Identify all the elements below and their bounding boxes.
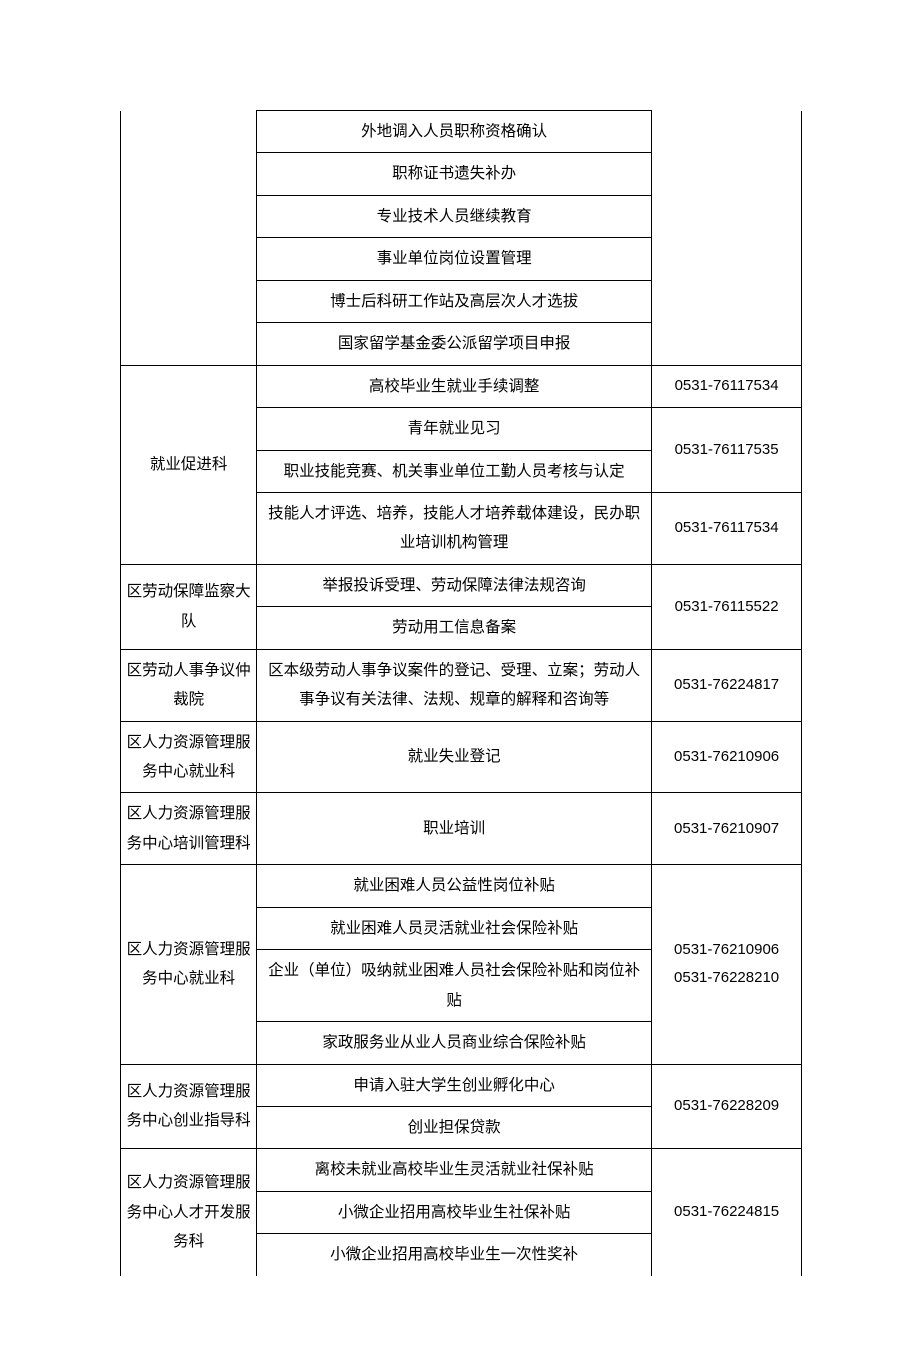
- service-cell: 国家留学基金委公派留学项目申报: [257, 323, 652, 365]
- service-cell: 小微企业招用高校毕业生社保补贴: [257, 1191, 652, 1233]
- phone-cell: 0531-76224817: [652, 649, 802, 721]
- service-cell: 职业技能竞赛、机关事业单位工勤人员考核与认定: [257, 450, 652, 492]
- service-cell: 就业困难人员灵活就业社会保险补贴: [257, 907, 652, 949]
- dept-cell: 区人力资源管理服务中心就业科: [121, 865, 257, 1064]
- service-cell: 技能人才评选、培养，技能人才培养载体建设，民办职业培训机构管理: [257, 492, 652, 564]
- service-cell: 事业单位岗位设置管理: [257, 238, 652, 280]
- service-cell: 区本级劳动人事争议案件的登记、受理、立案；劳动人事争议有关法律、法规、规章的解释…: [257, 649, 652, 721]
- phone-cell: 0531-76117534: [652, 492, 802, 564]
- service-cell: 青年就业见习: [257, 408, 652, 450]
- service-cell: 企业（单位）吸纳就业困难人员社会保险补贴和岗位补贴: [257, 950, 652, 1022]
- service-cell: 创业担保贷款: [257, 1106, 652, 1148]
- service-cell: 外地调入人员职称资格确认: [257, 111, 652, 153]
- dept-cell: 区人力资源管理服务中心创业指导科: [121, 1064, 257, 1149]
- phone-cell: 0531-76117535: [652, 408, 802, 493]
- service-cell: 家政服务业从业人员商业综合保险补贴: [257, 1022, 652, 1064]
- dept-cell: [121, 111, 257, 366]
- phone-line: 0531-76210906: [656, 936, 797, 965]
- dept-cell: 区人力资源管理服务中心就业科: [121, 721, 257, 793]
- dept-cell: 区劳动保障监察大队: [121, 564, 257, 649]
- phone-cell: 0531-76115522: [652, 564, 802, 649]
- phone-cell: [652, 111, 802, 366]
- phone-cell: 0531-76228209: [652, 1064, 802, 1149]
- service-cell: 劳动用工信息备案: [257, 607, 652, 649]
- service-cell: 高校毕业生就业手续调整: [257, 365, 652, 407]
- phone-cell: 0531-76224815: [652, 1149, 802, 1276]
- service-cell: 就业失业登记: [257, 721, 652, 793]
- service-cell: 职称证书遗失补办: [257, 153, 652, 195]
- dept-cell: 区劳动人事争议仲裁院: [121, 649, 257, 721]
- dept-cell: 区人力资源管理服务中心培训管理科: [121, 793, 257, 865]
- service-cell: 离校未就业高校毕业生灵活就业社保补贴: [257, 1149, 652, 1191]
- service-cell: 申请入驻大学生创业孵化中心: [257, 1064, 652, 1106]
- service-cell: 专业技术人员继续教育: [257, 195, 652, 237]
- service-cell: 博士后科研工作站及高层次人才选拔: [257, 280, 652, 322]
- phone-line: 0531-76228210: [656, 964, 797, 993]
- phone-cell: 0531-76210907: [652, 793, 802, 865]
- service-cell: 职业培训: [257, 793, 652, 865]
- phone-cell: 0531-76210906 0531-76228210: [652, 865, 802, 1064]
- dept-cell: 就业促进科: [121, 365, 257, 564]
- phone-cell: 0531-76117534: [652, 365, 802, 407]
- services-table: 外地调入人员职称资格确认 职称证书遗失补办 专业技术人员继续教育 事业单位岗位设…: [120, 110, 802, 1276]
- service-cell: 就业困难人员公益性岗位补贴: [257, 865, 652, 907]
- service-cell: 小微企业招用高校毕业生一次性奖补: [257, 1234, 652, 1276]
- service-cell: 举报投诉受理、劳动保障法律法规咨询: [257, 564, 652, 606]
- dept-cell: 区人力资源管理服务中心人才开发服务科: [121, 1149, 257, 1276]
- phone-cell: 0531-76210906: [652, 721, 802, 793]
